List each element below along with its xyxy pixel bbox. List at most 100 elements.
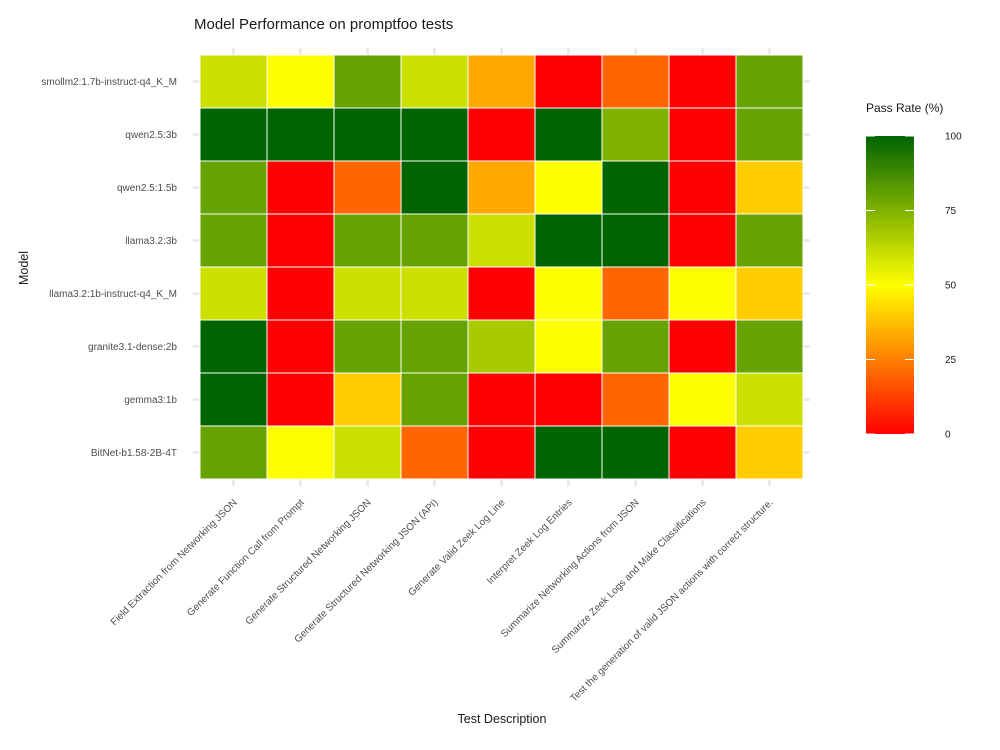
heatmap-cell (467, 107, 536, 162)
heatmap-cell (601, 372, 670, 427)
heatmap-cell (534, 425, 603, 480)
heatmap-cell (266, 266, 335, 321)
heatmap-cell (534, 266, 603, 321)
heatmap-cell (534, 54, 603, 109)
tiles-layer (199, 54, 804, 480)
heatmap-cell (668, 107, 737, 162)
heatmap-cell (467, 213, 536, 268)
y-tick-label: granite3.1-dense:2b (88, 342, 177, 353)
heatmap-cell (601, 266, 670, 321)
y-tick-label: llama3.2:3b (125, 236, 177, 247)
heatmap-cell (668, 372, 737, 427)
heatmap-cell (333, 213, 402, 268)
heatmap-cell (266, 54, 335, 109)
heatmap-cell (400, 425, 469, 480)
heatmap-cell (601, 107, 670, 162)
heatmap-cell (266, 160, 335, 215)
legend-title: Pass Rate (%) (866, 101, 943, 115)
y-tick-label: BitNet-b1.58-2B-4T (91, 448, 177, 459)
heatmap-cell (534, 213, 603, 268)
heatmap-cell (735, 54, 804, 109)
heatmap-cell (266, 213, 335, 268)
y-tick-label: llama3.2:1b-instruct-q4_K_M (49, 289, 177, 300)
heatmap-cell (668, 425, 737, 480)
legend-tick-label: 75 (945, 206, 957, 217)
x-tick-label: Generate Function Call from Prompt (185, 497, 307, 619)
heatmap-cell (199, 372, 268, 427)
heatmap-cell (668, 54, 737, 109)
heatmap-cell (266, 372, 335, 427)
y-tick-label: smollm2:1.7b-instruct-q4_K_M (41, 77, 177, 88)
heatmap-cell (400, 372, 469, 427)
heatmap-cell (735, 319, 804, 374)
heatmap-cell (199, 160, 268, 215)
y-tick-label: gemma3:1b (124, 395, 177, 406)
heatmap-cell (333, 107, 402, 162)
heatmap-cell (333, 372, 402, 427)
heatmap-cell (735, 425, 804, 480)
legend-ticks: 0 25 50 75 100 (866, 132, 962, 441)
heatmap-cell (668, 266, 737, 321)
heatmap-cell (467, 372, 536, 427)
x-tick-label: Generate Structured Networking JSON (244, 497, 374, 627)
x-tick-label: Summarize Networking Actions from JSON (499, 497, 642, 640)
heatmap-cell (199, 266, 268, 321)
heatmap-cell (534, 107, 603, 162)
heatmap-cell (199, 319, 268, 374)
chart-title: Model Performance on promptfoo tests (194, 16, 453, 33)
legend-tick-label: 25 (945, 355, 957, 366)
heatmap-cell (400, 54, 469, 109)
heatmap-cell (333, 160, 402, 215)
legend: Pass Rate (%) 0 25 50 75 100 (866, 101, 962, 441)
heatmap-cell (735, 107, 804, 162)
heatmap-cell (199, 213, 268, 268)
legend-tick-label: 50 (945, 281, 957, 292)
heatmap-cell (266, 425, 335, 480)
heatmap-cell (735, 266, 804, 321)
x-tick-label: Summarize Zeek Logs and Make Classificat… (550, 497, 709, 656)
heatmap-cell (400, 160, 469, 215)
heatmap-cell (534, 372, 603, 427)
heatmap-cell (266, 107, 335, 162)
y-tick-labels: smollm2:1.7b-instruct-q4_K_M qwen2.5:3b qw… (41, 77, 177, 459)
heatmap-cell (333, 54, 402, 109)
heatmap-cell (467, 425, 536, 480)
heatmap-cell (735, 213, 804, 268)
y-axis-title: Model (17, 251, 31, 285)
heatmap-cell (735, 372, 804, 427)
heatmap-cell (467, 160, 536, 215)
heatmap-cell (668, 213, 737, 268)
heatmap-cell (534, 319, 603, 374)
y-tick-label: qwen2.5:3b (125, 130, 177, 141)
heatmap-cell (467, 54, 536, 109)
x-tick-label: Field Extraction from Networking JSON (109, 497, 240, 628)
x-axis-title: Test Description (458, 712, 547, 726)
legend-tick-label: 0 (945, 430, 951, 441)
heatmap-cell (400, 266, 469, 321)
heatmap-cell (668, 160, 737, 215)
heatmap-cell (601, 160, 670, 215)
heatmap-cell (333, 319, 402, 374)
heatmap-cell (199, 425, 268, 480)
heatmap-cell (467, 319, 536, 374)
heatmap-cell (199, 54, 268, 109)
heatmap-cell (601, 319, 670, 374)
heatmap-cell (668, 319, 737, 374)
x-tick-label: Generate Structured Networking JSON (API… (293, 497, 441, 645)
heatmap-cell (400, 107, 469, 162)
heatmap-cell (266, 319, 335, 374)
y-tick-label: qwen2.5:1.5b (117, 183, 177, 194)
heatmap-cell (400, 213, 469, 268)
heatmap-cell (601, 425, 670, 480)
heatmap-cell (601, 213, 670, 268)
heatmap-cell (400, 319, 469, 374)
heatmap-cell (534, 160, 603, 215)
x-tick-labels: Field Extraction from Networking JSONGen… (109, 497, 776, 704)
heatmap-cell (467, 266, 536, 321)
heatmap-cell (333, 425, 402, 480)
heatmap-cell (735, 160, 804, 215)
heatmap-cell (601, 54, 670, 109)
legend-tick-label: 100 (945, 132, 962, 143)
heatmap-cell (333, 266, 402, 321)
